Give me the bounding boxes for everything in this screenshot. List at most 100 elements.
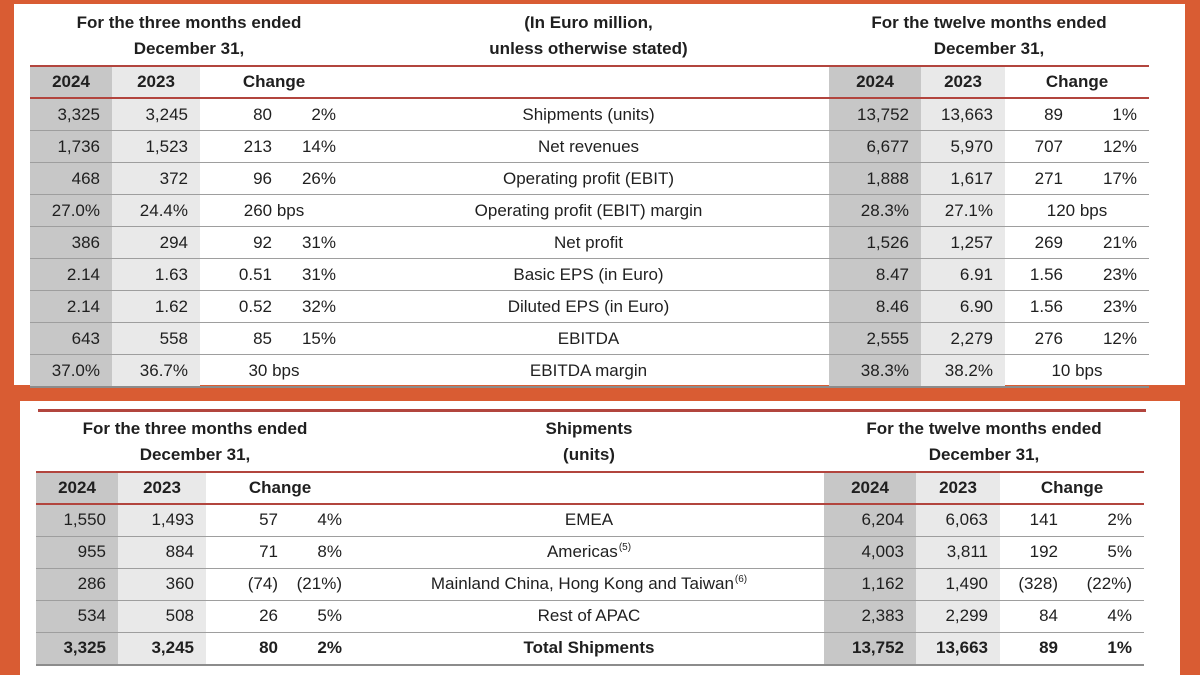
value-2023-fy: 1,257 [921, 227, 1005, 258]
row-label-text: Basic EPS (in Euro) [513, 264, 664, 284]
change-abs-fy: 1.56 [1029, 264, 1063, 284]
value-2024-fy: 1,162 [824, 568, 916, 600]
value-2023-fy: 27.1% [921, 195, 1005, 226]
value-2024-q: 534 [36, 600, 118, 632]
table-row: 1,736 1,523 213 14% Net revenues 6,677 5,970 70… [30, 130, 1149, 162]
row-label-text: Diluted EPS (in Euro) [507, 296, 670, 316]
table-row: 286 360 (74) (21%) Mainland China, Hong Kong… [36, 567, 1144, 600]
value-2024-q: 27.0% [30, 195, 112, 226]
period-right-line1: For the twelve months ended [866, 418, 1102, 438]
value-2023-q: 3,245 [118, 632, 206, 664]
value-2024-q: 3,325 [36, 632, 118, 664]
value-2024-fy: 13,752 [824, 632, 916, 664]
table-row: 468 372 96 26% Operating profit (EBIT) 1,888 1… [30, 162, 1149, 194]
value-2023-q: 24.4% [112, 195, 200, 226]
row-label: Operating profit (EBIT) margin [348, 195, 829, 226]
change-pct-q: 14% [301, 136, 336, 156]
value-2023-q: 3,245 [112, 99, 200, 130]
column-header-2023-q: 2023 [112, 67, 200, 97]
period-header-right: For the twelve months ended December 31, [824, 416, 1144, 468]
spacer-cell [354, 473, 824, 503]
change-pct-q: 4% [317, 510, 342, 529]
change-pct-q: 15% [301, 328, 336, 348]
unit-note-header: (In Euro million, unless otherwise state… [348, 10, 829, 62]
period-right-line2: December 31, [928, 444, 1040, 464]
change-abs-fy: 276 [1034, 328, 1063, 348]
value-2023-fy: 1,617 [921, 163, 1005, 194]
value-2023-fy: 13,663 [921, 99, 1005, 130]
change-abs-fy: 1.56 [1029, 296, 1063, 316]
value-2024-q: 468 [30, 163, 112, 194]
value-2023-q: 294 [112, 227, 200, 258]
shipments-title: Shipments (units) [354, 416, 824, 468]
spacer-cell [348, 67, 829, 97]
column-header-change-q: Change [242, 72, 306, 91]
value-2023-fy: 5,970 [921, 131, 1005, 162]
row-label-text: Net profit [554, 232, 623, 252]
change-pct-fy: 23% [1102, 264, 1137, 284]
change-pct-fy: 1% [1107, 638, 1132, 657]
financial-results-panel: For the three months ended December 31, … [14, 4, 1185, 388]
change-abs-q: 80 [253, 104, 272, 124]
value-2023-fy: 13,663 [916, 632, 1000, 664]
column-header-2024-q: 2024 [36, 472, 118, 503]
column-header-2024-fy: 2024 [824, 472, 916, 503]
period-left-line2: December 31, [133, 39, 245, 58]
row-label: Rest of APAC [354, 601, 824, 632]
value-2024-q: 3,325 [30, 99, 112, 130]
change-pct-fy: (22%) [1086, 574, 1132, 593]
row-label: Net profit [348, 227, 829, 258]
shipments-table-body: 1,550 1,493 57 4% EMEA 6,204 6,063 141 2% 955 884 7… [36, 504, 1144, 666]
row-label: EBITDA margin [348, 355, 829, 386]
value-2024-q: 2.14 [30, 291, 112, 322]
period-right-line2: December 31, [933, 39, 1045, 58]
row-label-text: Mainland China, Hong Kong and Taiwan(6) [430, 574, 748, 593]
row-label: Shipments (units) [348, 99, 829, 130]
row-label: Mainland China, Hong Kong and Taiwan(6) [354, 569, 824, 600]
value-2023-fy: 2,299 [916, 600, 1000, 632]
shipments-panel: For the three months ended December 31, … [20, 401, 1180, 675]
change-pct-fy: 23% [1102, 296, 1137, 316]
value-2023-q: 558 [112, 323, 200, 354]
value-2024-q: 1,736 [30, 131, 112, 162]
period-header-right: For the twelve months ended December 31, [829, 10, 1149, 62]
value-2024-q: 286 [36, 568, 118, 600]
value-2024-fy: 8.46 [829, 291, 921, 322]
value-2023-fy: 2,279 [921, 323, 1005, 354]
row-label: Total Shipments [354, 633, 824, 664]
change-abs-q: (74) [247, 574, 278, 593]
value-2024-q: 37.0% [30, 355, 112, 386]
change-pct-fy: 21% [1102, 232, 1137, 252]
column-header-2023-fy: 2023 [921, 67, 1005, 97]
financial-table-header: For the three months ended December 31, … [30, 4, 1149, 62]
footnote-marker: (5) [618, 542, 632, 554]
value-2023-q: 1.62 [112, 291, 200, 322]
change-pct-q: 31% [301, 232, 336, 252]
table-row: 955 884 71 8% Americas(5) 4,003 3,811 192 5% [36, 535, 1144, 568]
value-2023-fy: 3,811 [916, 536, 1000, 568]
table-row: 37.0% 36.7% 30 bps EBITDA margin 38.3% 38.2% 1… [30, 354, 1149, 386]
change-pct-q: 26% [301, 168, 336, 188]
table-row: 3,325 3,245 80 2% Total Shipments 13,752 13,66… [36, 631, 1144, 664]
shipments-column-header-row: 2024 2023 Change 2024 2023 Change [36, 470, 1144, 505]
row-label: Operating profit (EBIT) [348, 163, 829, 194]
value-2024-q: 386 [30, 227, 112, 258]
column-header-2024-fy: 2024 [829, 67, 921, 97]
period-right-line1: For the twelve months ended [871, 13, 1107, 32]
value-2023-fy: 1,490 [916, 568, 1000, 600]
change-pct-fy: 4% [1107, 606, 1132, 625]
row-label: EBITDA [348, 323, 829, 354]
period-left-line1: For the three months ended [82, 418, 308, 438]
value-2024-fy: 13,752 [829, 99, 921, 130]
row-label: Net revenues [348, 131, 829, 162]
value-2023-q: 1,523 [112, 131, 200, 162]
change-abs-q: 26 [259, 606, 278, 625]
red-rule [38, 409, 1146, 412]
period-left-line1: For the three months ended [76, 13, 302, 32]
value-2024-fy: 1,526 [829, 227, 921, 258]
change-pct-q: 8% [317, 542, 342, 561]
change-pct-q: 31% [301, 264, 336, 284]
table-row: 1,550 1,493 57 4% EMEA 6,204 6,063 141 2% [36, 504, 1144, 536]
change-abs-q: 71 [259, 542, 278, 561]
change-abs-fy: 269 [1034, 232, 1063, 252]
